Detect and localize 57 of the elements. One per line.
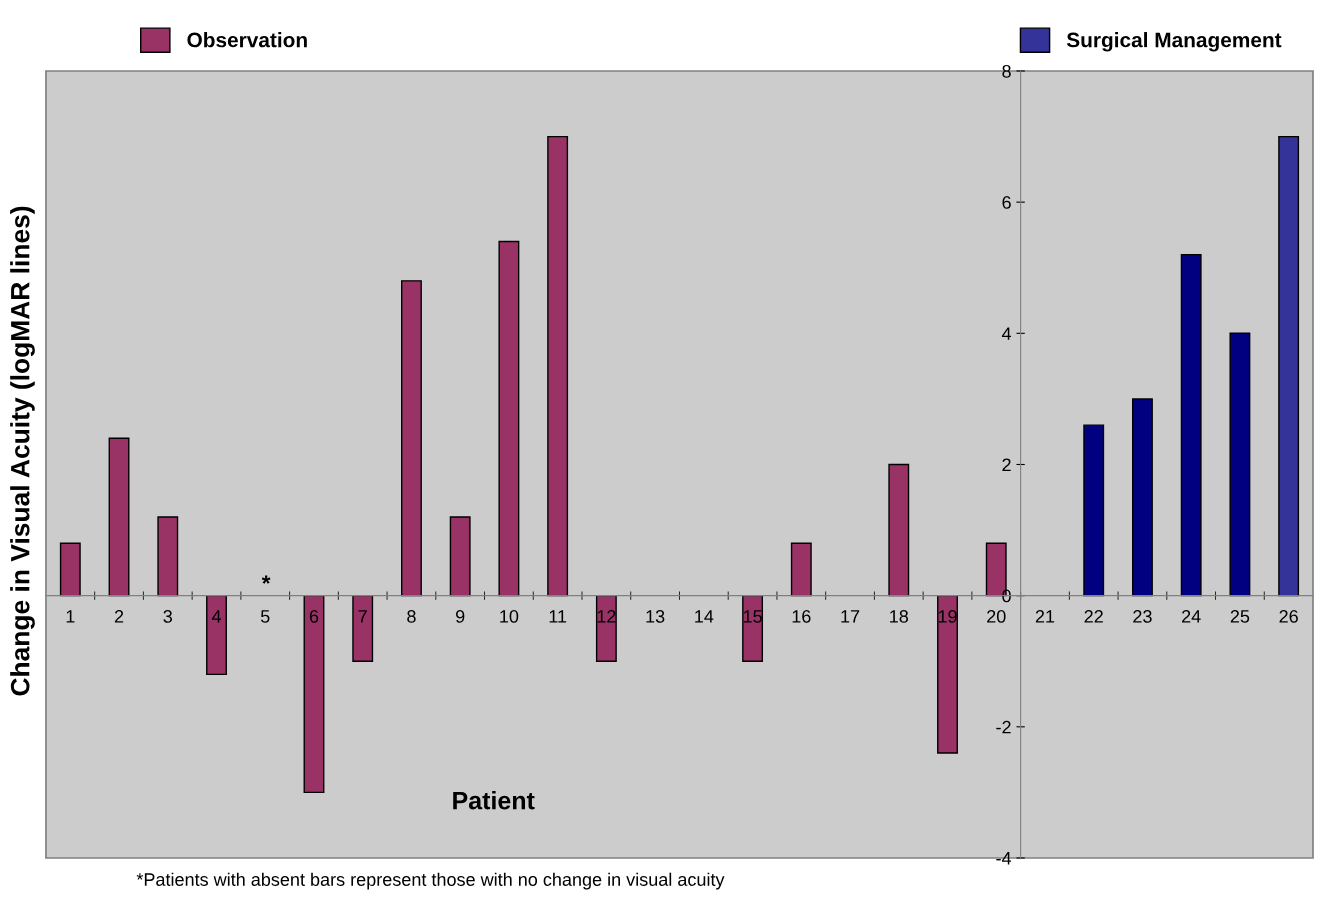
x-tick-label: 9: [456, 610, 465, 623]
bar: [157, 516, 179, 597]
bar: [108, 437, 130, 597]
x-tick-label: 15: [743, 610, 762, 623]
y-tick-label: -2: [996, 720, 1011, 734]
x-tick-label: 6: [309, 610, 319, 623]
annotation: *: [261, 575, 271, 584]
x-tick-label: 17: [841, 610, 860, 623]
x-tick-label: 25: [1230, 610, 1250, 623]
x-tick-label: 1: [66, 610, 75, 623]
x-tick-label: 4: [211, 610, 221, 623]
x-tick-label: 7: [358, 610, 367, 623]
y-tick-label: 8: [1002, 64, 1011, 78]
x-tick-label: 11: [549, 610, 567, 623]
x-tick-label: 22: [1084, 610, 1103, 623]
x-tick-label: 21: [1035, 610, 1055, 623]
x-tick-label: 5: [260, 610, 270, 623]
bar: [1278, 135, 1300, 597]
x-tick-label: 3: [163, 610, 172, 623]
bar: [937, 594, 958, 754]
x-tick-label: 24: [1182, 610, 1201, 623]
legend-label: Observation: [187, 32, 307, 48]
y-tick-label: 4: [1001, 327, 1012, 340]
y-tick-label: -4: [996, 852, 1012, 865]
bar: [206, 594, 227, 676]
bar: [1132, 398, 1153, 597]
bar: [742, 594, 764, 662]
bar: [1083, 424, 1105, 597]
bar: [401, 280, 422, 597]
y-tick-label: 6: [1002, 196, 1011, 209]
y-axis-title: Change in Visual Acuity (logMAR lines): [10, 206, 35, 696]
bar: [59, 542, 81, 597]
y-tick-label: 2: [1002, 458, 1011, 472]
bar: [449, 516, 471, 597]
x-tick-label: 26: [1279, 610, 1298, 623]
bar: [352, 594, 374, 662]
x-tick-label: 2: [114, 610, 124, 623]
x-tick-label: 8: [407, 610, 416, 623]
x-axis-title: Patient: [453, 791, 535, 810]
x-tick-label: 14: [695, 610, 714, 623]
x-tick-label: 13: [646, 610, 665, 623]
bar: [498, 240, 520, 597]
x-tick-label: 10: [500, 610, 519, 623]
bar: [1180, 253, 1202, 597]
text: *Patients with absent bars represent those with no change in visual acuity: [136, 872, 725, 890]
bar: [1229, 332, 1251, 597]
bar: [303, 594, 325, 794]
x-tick-label: 18: [890, 610, 909, 623]
bar: [547, 135, 569, 597]
x-tick-label: 16: [792, 610, 811, 623]
x-tick-label: 20: [987, 610, 1006, 623]
bar: [595, 594, 617, 662]
bar: [790, 542, 812, 597]
legend-label: Surgical Management: [1066, 32, 1282, 52]
x-tick-label: 19: [938, 610, 957, 623]
bar: [888, 463, 910, 597]
x-tick-label: 23: [1133, 610, 1152, 623]
